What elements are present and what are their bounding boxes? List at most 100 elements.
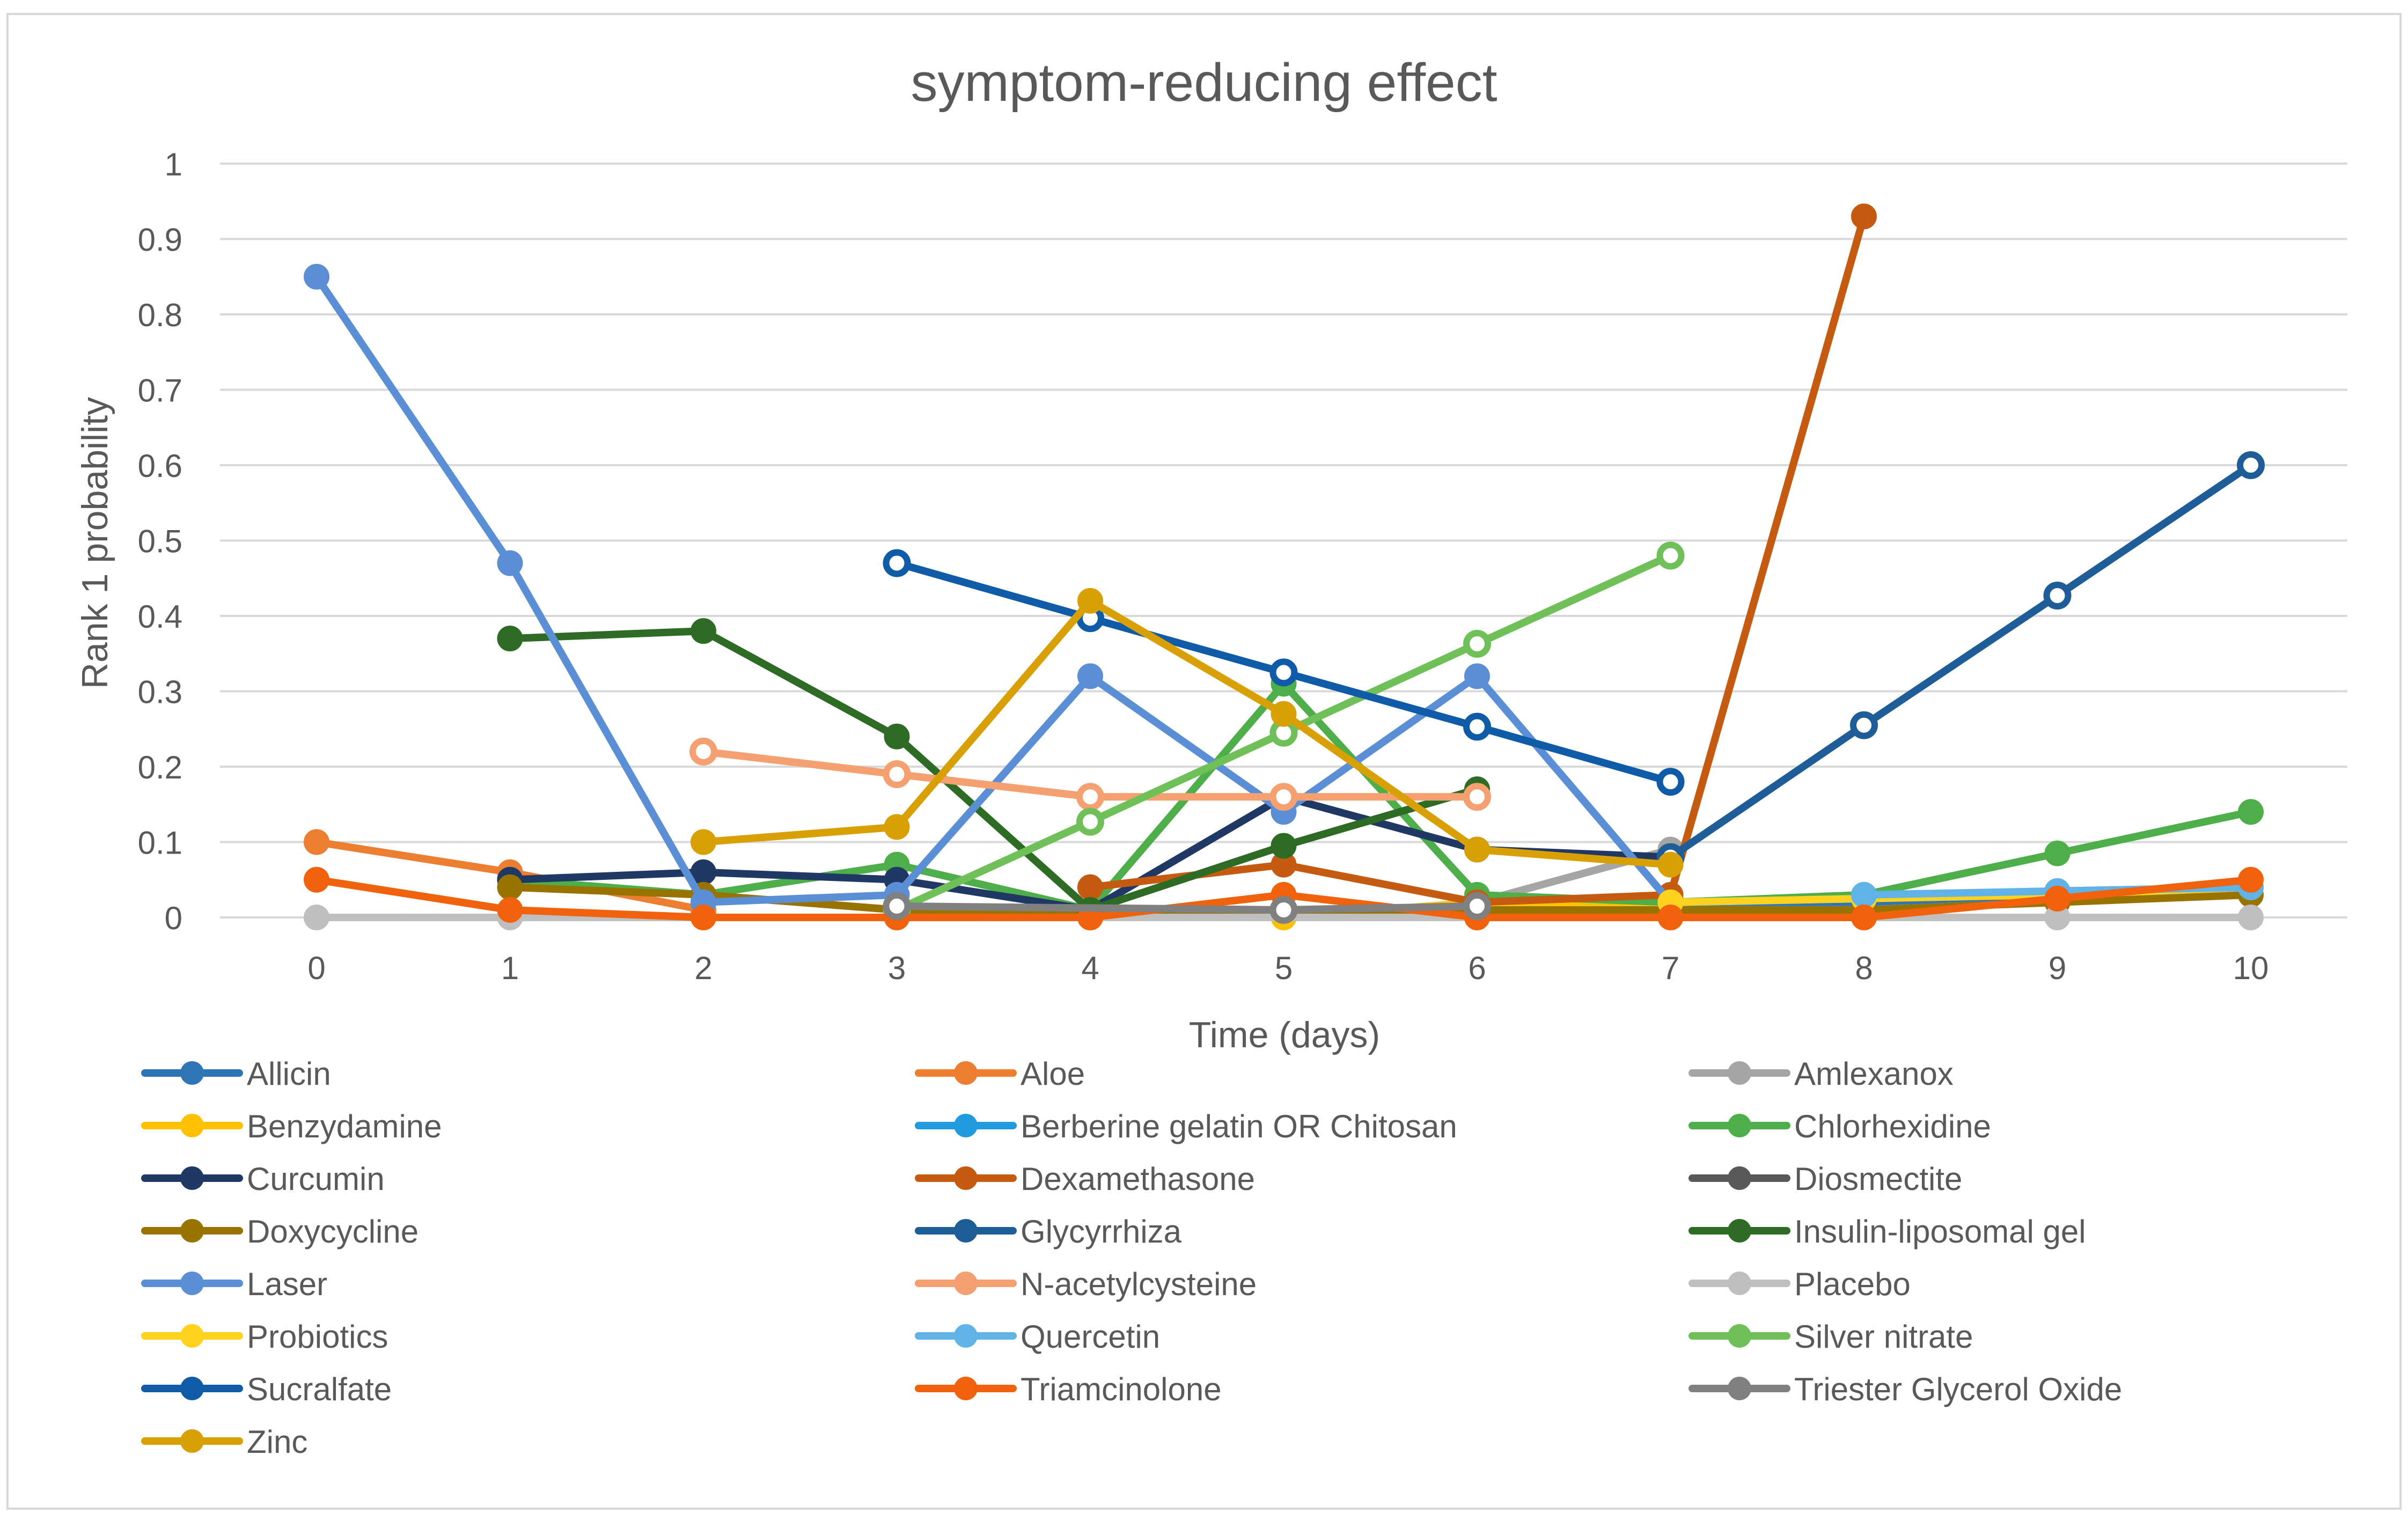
legend-marker (180, 1219, 204, 1243)
legend-item: Berberine gelatin OR Chitosan (915, 1108, 1457, 1144)
legend-item: Triamcinolone (915, 1371, 1222, 1407)
legend-marker (180, 1114, 204, 1137)
legend-label: Silver nitrate (1794, 1319, 1973, 1355)
legend-label: Allicin (247, 1056, 331, 1092)
y-tick-label: 0.6 (138, 448, 182, 484)
y-tick-label: 1 (165, 146, 182, 182)
legend-label: Triamcinolone (1021, 1371, 1222, 1407)
legend-label: Diosmectite (1794, 1161, 1962, 1197)
legend-item: Benzydamine (141, 1108, 442, 1144)
data-point (1271, 833, 1297, 859)
legend-label: Benzydamine (247, 1108, 442, 1144)
data-point (497, 550, 523, 576)
data-point (1656, 541, 1685, 570)
legend-item: Doxycycline (141, 1214, 419, 1250)
legend-marker (1728, 1219, 1751, 1243)
x-tick-label: 5 (1275, 950, 1293, 986)
data-point (883, 760, 911, 789)
data-point (1076, 807, 1104, 836)
legend-label: Chlorhexidine (1794, 1108, 1991, 1144)
x-tick-label: 4 (1081, 950, 1099, 986)
x-tick-label: 8 (1855, 950, 1873, 986)
series-13 (689, 737, 1491, 811)
data-point (1076, 783, 1104, 811)
legend-label: Curcumin (247, 1161, 385, 1197)
legend-item: Placebo (1688, 1266, 1911, 1302)
legend-item: Sucralfate (141, 1371, 392, 1407)
legend-marker (1728, 1061, 1751, 1085)
data-point (2238, 866, 2264, 893)
legend-label: Doxycycline (247, 1214, 419, 1250)
data-point (304, 866, 329, 893)
data-point (2044, 840, 2071, 866)
legend-label: Berberine gelatin OR Chitosan (1021, 1108, 1457, 1144)
data-point (1269, 895, 1298, 924)
legend-label: Zinc (247, 1424, 307, 1460)
data-point (691, 829, 716, 855)
legend-item: N-acetylcysteine (915, 1266, 1257, 1302)
data-point (1851, 905, 1877, 930)
legend-item: Zinc (141, 1424, 307, 1460)
data-point (497, 897, 523, 923)
legend-marker (954, 1219, 978, 1243)
legend-item: Laser (141, 1266, 327, 1302)
x-tick-label: 9 (2049, 950, 2066, 986)
legend-label: Laser (247, 1266, 327, 1302)
legend-item: Glycyrrhiza (915, 1214, 1182, 1250)
y-tick-label: 0.9 (138, 222, 182, 258)
data-point (1657, 851, 1684, 878)
data-point (1077, 874, 1103, 900)
data-point (304, 829, 329, 855)
data-point (2238, 799, 2264, 825)
series-20 (883, 892, 1491, 924)
legend-label: Dexamethasone (1021, 1161, 1255, 1197)
x-tick-label: 6 (1468, 950, 1486, 986)
x-tick-label: 2 (694, 950, 712, 986)
x-tick-label: 1 (501, 950, 519, 986)
data-point (2237, 451, 2265, 479)
legend-marker (180, 1324, 204, 1348)
y-axis-label: Rank 1 probability (75, 397, 115, 689)
x-tick-label: 7 (1662, 950, 1679, 986)
legend-marker (180, 1061, 204, 1085)
legend-marker (954, 1272, 978, 1295)
legend-item: Probiotics (141, 1319, 388, 1355)
y-tick-label: 0.1 (138, 825, 182, 861)
series-line (506, 627, 1481, 914)
legend-marker (180, 1429, 204, 1453)
data-point (689, 737, 717, 766)
data-point (1463, 629, 1491, 658)
legend-item: Amlexanox (1688, 1056, 1954, 1092)
series-line (506, 680, 2255, 914)
legend-marker (180, 1166, 204, 1190)
data-point (2043, 582, 2072, 610)
x-tick-label: 3 (888, 950, 906, 986)
series-lines (304, 203, 2265, 930)
data-point (1463, 783, 1491, 811)
data-point (1271, 701, 1297, 727)
legend-label: Glycyrrhiza (1021, 1214, 1182, 1250)
legend-item: Diosmectite (1688, 1161, 1962, 1197)
y-tick-label: 0 (165, 900, 182, 936)
y-tick-label: 0.4 (138, 599, 182, 635)
x-axis-label: Time (days) (1189, 1015, 1380, 1055)
legend-item: Chlorhexidine (1688, 1108, 1991, 1144)
legend-label: Aloe (1021, 1056, 1085, 1092)
data-point (1851, 203, 1877, 230)
legend-item: Quercetin (915, 1319, 1160, 1355)
series-18 (883, 549, 1685, 796)
data-point (1463, 892, 1491, 920)
y-tick-label: 0.3 (138, 674, 182, 710)
data-point (691, 905, 716, 930)
data-point (2238, 905, 2264, 930)
legend-marker (954, 1061, 978, 1085)
legend-item: Curcumin (141, 1161, 385, 1197)
chart-title: symptom-reducing effect (911, 53, 1497, 113)
data-point (304, 263, 329, 290)
data-point (883, 892, 911, 920)
legend-marker (954, 1324, 978, 1348)
legend-marker (1728, 1377, 1751, 1400)
data-point (1269, 658, 1298, 687)
legend-label: Amlexanox (1794, 1056, 1954, 1092)
